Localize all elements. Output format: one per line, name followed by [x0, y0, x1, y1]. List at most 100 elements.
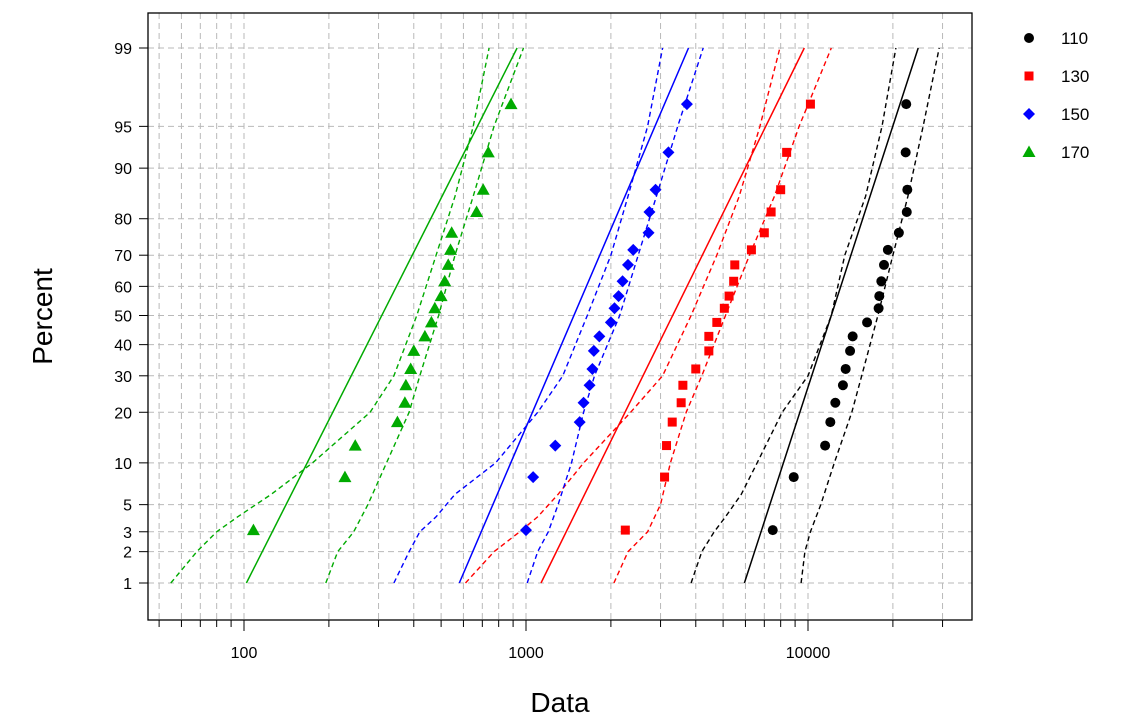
series-110-point: [840, 363, 851, 374]
series-150-point: [593, 330, 606, 343]
legend-marker-110: [1024, 33, 1034, 43]
y-tick-label: 80: [114, 212, 132, 229]
series-150-point: [587, 344, 600, 357]
series-130-point: [712, 317, 722, 327]
series-110-point: [837, 380, 848, 391]
series-110-point: [900, 147, 911, 158]
confidence-bands: [170, 47, 940, 584]
y-tick-label: 5: [123, 498, 132, 515]
series-130-point: [676, 398, 686, 408]
y-tick-label: 90: [114, 161, 132, 178]
series-150-point: [577, 396, 590, 409]
series-150-point: [527, 471, 540, 484]
series-130-point: [691, 364, 701, 374]
y-tick-label: 40: [114, 338, 132, 355]
series-150-point: [622, 258, 635, 271]
series-170-point: [424, 315, 438, 328]
series-170-lower-band: [170, 47, 490, 584]
y-tick-label: 95: [114, 119, 132, 136]
series-170-point: [445, 226, 459, 238]
series-150-point: [649, 183, 662, 196]
y-tick-label: 30: [114, 369, 132, 386]
y-tick-label: 2: [123, 545, 132, 562]
legend-label: 150: [1061, 105, 1089, 124]
fit-lines: [245, 47, 919, 584]
series-170-point: [441, 258, 455, 270]
y-tick-label: 50: [114, 309, 132, 326]
series-130-point: [660, 472, 670, 482]
series-110-point: [893, 227, 904, 238]
series-110-point: [788, 472, 799, 483]
series-150-point: [662, 146, 675, 159]
series-170-point: [444, 243, 458, 255]
series-150-point: [643, 205, 656, 218]
series-130-point: [662, 441, 672, 451]
series-170-point: [438, 274, 452, 287]
series-170-point: [246, 523, 260, 536]
series-150-point: [608, 302, 621, 315]
series-150-upper-band: [526, 47, 704, 584]
y-tick-label: 99: [114, 41, 132, 58]
legend: 110 130 150 170: [1022, 29, 1089, 162]
legend-marker-130: [1024, 71, 1034, 81]
y-tick-label: 3: [123, 525, 132, 542]
series-150-point: [680, 98, 693, 111]
series-130-point: [759, 228, 769, 238]
series-130-point: [766, 207, 776, 217]
series-110-point: [845, 345, 856, 356]
series-150-point: [586, 362, 599, 375]
y-tick-label: 20: [114, 405, 132, 422]
series-130-upper-band: [613, 47, 832, 584]
series-110-point: [874, 291, 885, 302]
series-110-lower-band: [690, 47, 897, 584]
series-110-fit-line: [743, 47, 919, 584]
series-170-point: [418, 329, 432, 342]
legend-label: 110: [1061, 29, 1088, 48]
series-170-point: [407, 344, 421, 356]
series-150-lower-band: [393, 47, 664, 584]
series-110-upper-band: [800, 47, 940, 584]
x-tick-label: 10000: [786, 645, 831, 662]
series-150-point: [642, 226, 655, 239]
series-110-point: [879, 259, 890, 270]
series-130-point: [805, 99, 815, 109]
series-130-fit-line: [540, 47, 805, 584]
series-170-point: [338, 470, 352, 483]
y-tick-label: 70: [114, 248, 132, 265]
series-110-point: [901, 206, 912, 217]
y-axis-title: Percent: [27, 268, 58, 365]
series-170-point: [390, 415, 404, 428]
series-150-point: [612, 290, 625, 303]
y-tick-label: 60: [114, 279, 132, 296]
series-110-point: [876, 276, 887, 287]
series-150-point: [549, 439, 562, 452]
series-130-lower-band: [464, 47, 781, 584]
series-110-point: [847, 331, 858, 342]
series-130-point: [782, 147, 792, 157]
series-170-point: [434, 289, 448, 302]
data-points: [246, 97, 913, 537]
series-130-point: [730, 260, 740, 270]
series-110-point: [830, 397, 841, 408]
series-130-point: [667, 417, 677, 427]
legend-marker-170: [1022, 145, 1036, 157]
series-130-point: [704, 331, 714, 341]
series-130-point: [719, 303, 729, 313]
series-150-fit-line: [458, 47, 690, 584]
series-130-point: [746, 245, 756, 255]
series-170-point: [399, 378, 413, 391]
series-110-point: [882, 244, 893, 255]
series-130-point: [704, 346, 714, 356]
series-170-point: [470, 205, 484, 217]
x-tick-label: 100: [231, 645, 258, 662]
x-tick-label: 1000: [508, 645, 544, 662]
series-110-point: [902, 184, 913, 195]
series-110-point: [901, 99, 912, 110]
series-150-point: [573, 416, 586, 429]
series-110-point: [862, 317, 873, 328]
series-110-point: [820, 440, 831, 451]
series-130-point: [678, 380, 688, 390]
series-170-point: [481, 145, 495, 158]
y-tick-label: 1: [123, 576, 132, 593]
